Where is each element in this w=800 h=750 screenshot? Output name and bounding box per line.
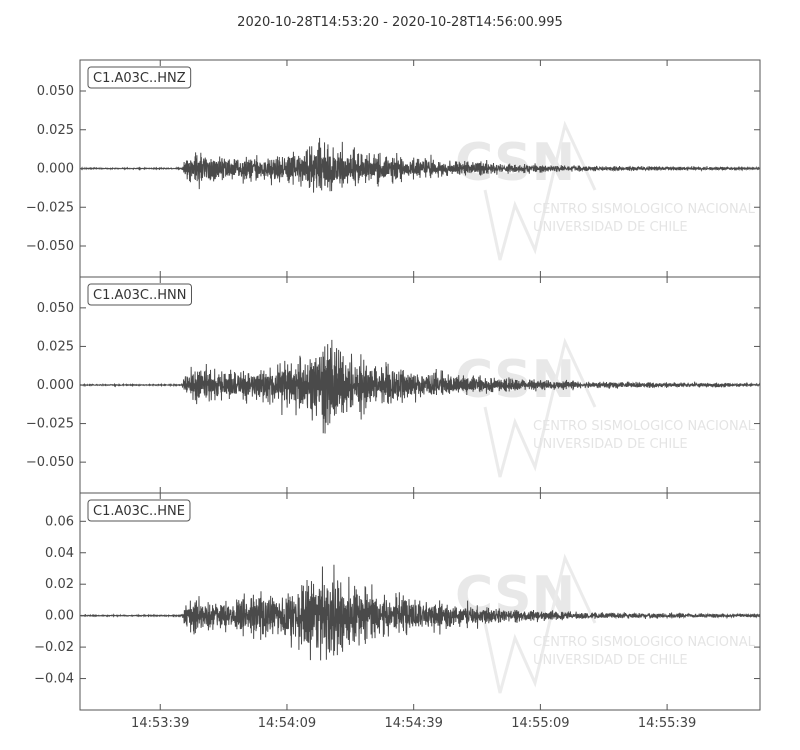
y-tick-label: 0.06	[45, 514, 74, 529]
watermark-line: CENTRO SISMOLOGICO NACIONAL	[533, 635, 756, 650]
station-label-text: C1.A03C..HNN	[93, 288, 186, 303]
x-tick-label: 14:55:39	[638, 716, 696, 731]
figure-title: 2020-10-28T14:53:20 - 2020-10-28T14:56:0…	[237, 15, 563, 30]
y-tick-label: 0.04	[45, 546, 74, 561]
y-tick-label: 0.050	[37, 301, 74, 316]
station-label-box	[87, 283, 192, 306]
y-tick-label: 0.00	[45, 609, 74, 624]
y-tick-label: 0.000	[37, 378, 74, 393]
waveform-trace	[79, 339, 761, 434]
y-tick-label: −0.025	[26, 200, 74, 215]
watermark-line: UNIVERSIDAD DE CHILE	[533, 437, 688, 452]
station-label-box	[87, 66, 192, 89]
watermark-wave-icon	[483, 337, 597, 478]
watermark-line: UNIVERSIDAD DE CHILE	[533, 220, 688, 235]
station-label: C1.A03C..HNZ	[87, 66, 192, 89]
x-axis: 14:53:39 14:54:09 14:54:39 14:55:09 14:55:39	[131, 716, 696, 731]
panel-frame	[79, 492, 761, 711]
watermark-wave-icon	[483, 120, 597, 261]
y-tick-label: 0.050	[37, 84, 74, 99]
y-tick-label: −0.025	[26, 417, 74, 432]
x-tick-label: 14:55:09	[511, 716, 569, 731]
y-tick-label: −0.050	[26, 239, 74, 254]
watermark-line: CENTRO SISMOLOGICO NACIONAL	[533, 202, 756, 217]
station-label-text: C1.A03C..HNE	[93, 504, 185, 519]
waveform-trace	[79, 564, 761, 661]
x-tick-label: 14:54:09	[258, 716, 316, 731]
station-label-box	[87, 499, 191, 522]
y-tick-label: 0.02	[45, 577, 74, 592]
y-tick-label: −0.04	[34, 672, 74, 687]
y-tick-label: 0.025	[37, 339, 74, 354]
watermark-wave-icon	[483, 553, 597, 694]
station-label-text: C1.A03C..HNZ	[93, 71, 186, 86]
station-label: C1.A03C..HNN	[87, 283, 192, 306]
y-tick-label: 0.000	[37, 162, 74, 177]
y-tick-label: −0.02	[34, 640, 74, 655]
y-tick-label: 0.025	[37, 123, 74, 138]
watermark-line: CENTRO SISMOLOGICO NACIONAL	[533, 419, 756, 434]
x-tick-label: 14:53:39	[131, 716, 189, 731]
waveform-trace	[79, 137, 761, 193]
y-tick-label: −0.050	[26, 455, 74, 470]
watermark-line: UNIVERSIDAD DE CHILE	[533, 653, 688, 668]
station-label: C1.A03C..HNE	[87, 499, 191, 522]
x-tick-label: 14:54:39	[384, 716, 442, 731]
